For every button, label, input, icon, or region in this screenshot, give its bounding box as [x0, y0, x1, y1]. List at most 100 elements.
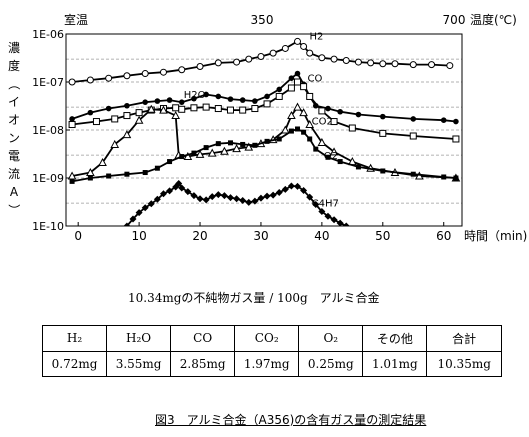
table-value-cell: 0.25mg [298, 350, 364, 377]
x-tick-label: 10 [131, 229, 146, 243]
data-point [380, 113, 386, 120]
data-point [280, 125, 290, 134]
top-tick-label: 室温 [64, 12, 88, 27]
data-point [288, 75, 295, 81]
y-axis-label-char: （ [7, 78, 21, 90]
data-point [159, 105, 168, 114]
data-point [134, 115, 144, 124]
data-point [300, 186, 308, 194]
data-point [214, 105, 222, 113]
y-axis-label-char: A [10, 185, 19, 199]
data-point [195, 149, 205, 158]
data-point [92, 118, 100, 126]
data-point [244, 142, 254, 151]
data-point [122, 130, 132, 139]
data-point [391, 60, 399, 68]
data-point [245, 198, 253, 206]
data-point [227, 140, 233, 146]
data-point [178, 105, 186, 113]
data-point [287, 110, 296, 120]
data-point [106, 173, 112, 179]
data-point [251, 105, 259, 113]
data-point [317, 137, 327, 146]
table-value-row: 0.72mg 3.55mg 2.85mg 1.97mg 0.25mg 1.01mg 10.3… [41, 350, 502, 377]
data-point [171, 110, 180, 120]
data-point [226, 106, 234, 114]
data-point [355, 111, 362, 118]
data-point [287, 182, 295, 190]
data-point [226, 194, 234, 202]
table-header-cell: O₂ [298, 325, 364, 352]
series-h2 [68, 37, 454, 86]
data-point [87, 175, 93, 181]
x-tick-label: 20 [192, 229, 207, 243]
data-point [276, 136, 282, 142]
table-value-cell: 1.97mg [234, 350, 300, 377]
data-point [379, 60, 387, 68]
y-axis-label-char: 度 [8, 58, 20, 73]
y-axis-label-char: ） [7, 204, 21, 216]
data-point [239, 97, 246, 103]
data-point [318, 208, 326, 216]
data-point [294, 182, 302, 190]
data-point [123, 222, 131, 226]
data-point [294, 70, 301, 77]
data-point [184, 188, 192, 196]
data-point [342, 57, 350, 65]
data-point [306, 193, 314, 201]
y-axis-label-char: ン [8, 131, 20, 145]
data-point [300, 83, 308, 91]
data-point [306, 49, 314, 57]
data-point [233, 58, 241, 66]
y-axis-label-char: 流 [8, 167, 20, 181]
y-tick-label: 1E-06 [32, 28, 64, 41]
data-point [215, 93, 222, 100]
data-point [214, 191, 222, 199]
data-point [318, 54, 326, 62]
data-point [257, 52, 265, 60]
summary-caption: 10.34mgの不純物ガス量 / 100g アルミ合金 [128, 291, 380, 305]
table-header-cell: H₂O [106, 325, 172, 352]
data-point [69, 178, 75, 184]
data-point [207, 148, 217, 157]
data-point [178, 99, 185, 105]
y-tick-label: 1E-07 [32, 76, 64, 89]
data-point [175, 179, 183, 187]
data-point [98, 157, 107, 167]
data-point [123, 112, 131, 120]
data-point [190, 104, 198, 112]
figure-title: 図3 アルミ合金（A356)の含有ガス量の測定結果 [155, 413, 427, 427]
table-header-cell: CO [170, 325, 236, 352]
top-tick-label: 700 [443, 13, 466, 27]
data-point [440, 117, 447, 124]
data-point [146, 104, 156, 113]
y-tick-label: 1E-09 [32, 172, 64, 185]
data-point [330, 216, 338, 224]
data-point [410, 116, 417, 122]
data-point [142, 99, 148, 105]
data-point [147, 200, 155, 208]
data-point [105, 74, 113, 82]
data-point [232, 144, 241, 153]
data-point [196, 195, 204, 203]
chart-series [67, 37, 461, 226]
data-point [367, 59, 375, 67]
data-point [269, 191, 277, 199]
data-point [252, 98, 258, 104]
data-point [269, 49, 277, 57]
data-point [300, 42, 308, 50]
data-point [294, 78, 302, 86]
data-point [355, 164, 361, 170]
chart-axes: 0 10 20 30 40 50 60 時間（min) 1E-10 1E-09 1E-08 1E-07… [7, 12, 527, 243]
data-point [330, 55, 338, 63]
data-point [299, 108, 308, 117]
data-point [452, 135, 460, 143]
data-point [239, 106, 247, 114]
series-label: CO [308, 74, 323, 85]
data-point [287, 84, 295, 92]
x-tick-label: 0 [74, 229, 82, 243]
data-point [179, 154, 185, 160]
data-point [428, 61, 436, 69]
data-point [178, 184, 186, 192]
data-point [306, 92, 314, 100]
